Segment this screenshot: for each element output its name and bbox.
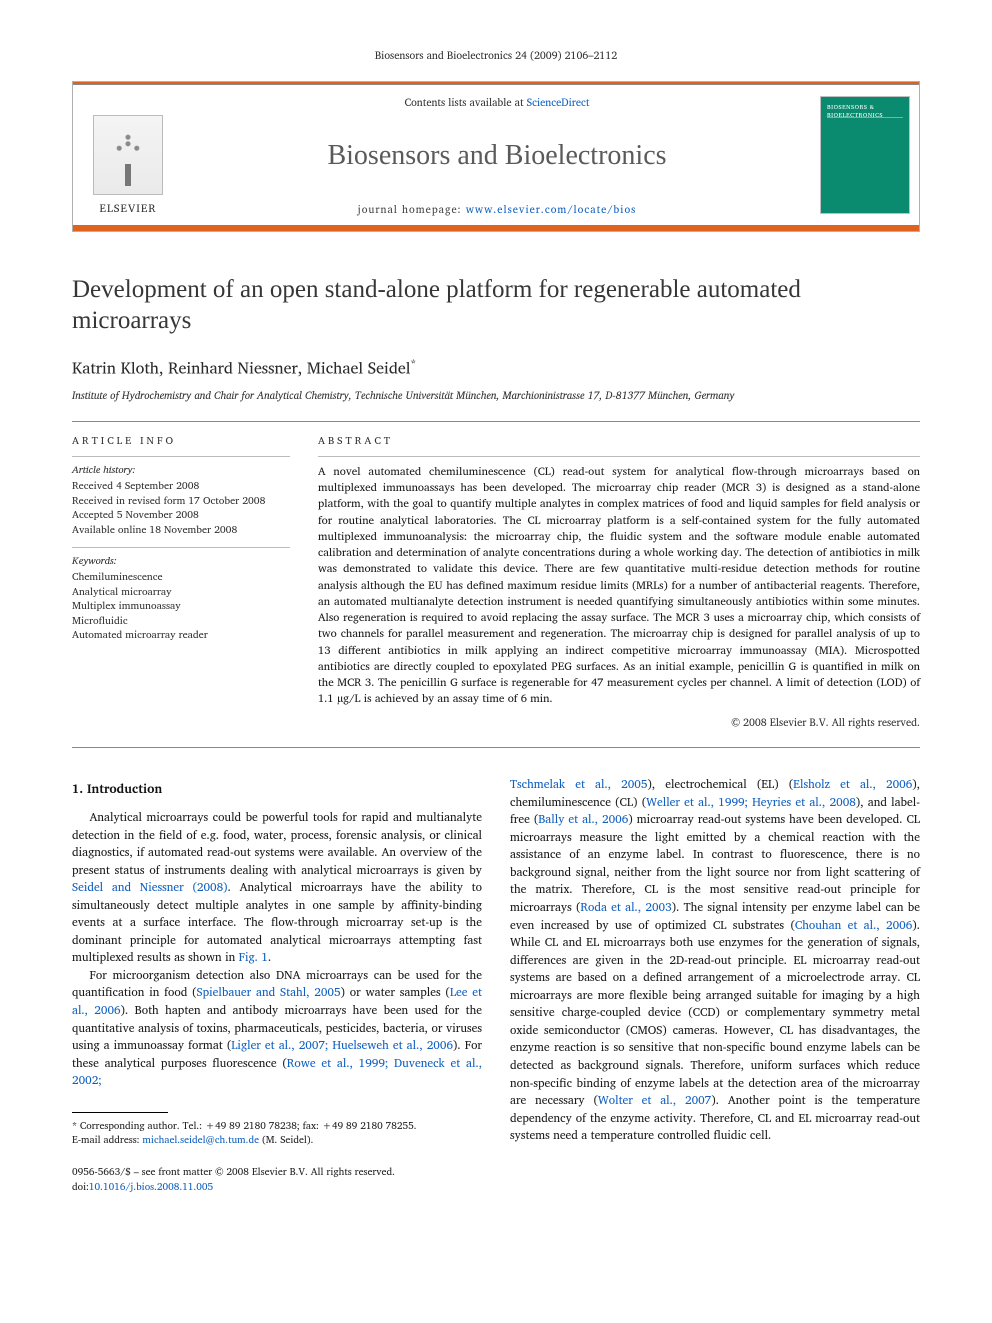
corresponding-marker: * [410, 354, 416, 372]
body-paragraph: For microorganism detection also DNA mic… [72, 967, 482, 1090]
homepage-link[interactable]: www.elsevier.com/locate/bios [466, 200, 637, 218]
doi-label: doi: [72, 1179, 89, 1195]
journal-cover-icon: BIOSENSORS & BIOELECTRONICS [820, 96, 910, 214]
running-head: Biosensors and Bioelectronics 24 (2009) … [72, 48, 920, 63]
citation-link[interactable]: Bally et al., 2006 [538, 810, 628, 829]
citation-link[interactable]: Ligler et al., 2007; Huelseweh et al., 2… [231, 1036, 453, 1055]
body-paragraph: Analytical microarrays could be powerful… [72, 809, 482, 967]
homepage-line: journal homepage: www.elsevier.com/locat… [189, 202, 805, 217]
email-link[interactable]: michael.seidel@ch.tum.de [142, 1132, 259, 1148]
front-matter-line: 0956-5663/$ – see front matter © 2008 El… [72, 1165, 482, 1180]
cover-thumb-title: BIOSENSORS & BIOELECTRONICS [827, 103, 903, 120]
cover-thumb-block: BIOSENSORS & BIOELECTRONICS [811, 85, 919, 225]
corresponding-author-block: * Corresponding author. Tel.: +49 89 218… [72, 1119, 482, 1147]
body-text: ). While CL and EL microarrays both use … [510, 916, 920, 1110]
citation-link[interactable]: Tschmelak et al., 2005 [510, 775, 647, 794]
keyword-item: Automated microarray reader [72, 628, 290, 642]
body-paragraph: Tschmelak et al., 2005), electrochemical… [510, 776, 920, 1144]
citation-link[interactable]: Elsholz et al., 2006 [793, 775, 912, 794]
sciencedirect-link[interactable]: ScienceDirect [527, 93, 590, 111]
rule-below-abstract [72, 747, 920, 748]
figure-link[interactable]: Fig. 1 [239, 948, 268, 967]
journal-banner: ELSEVIER Contents lists available at Sci… [72, 81, 920, 232]
publisher-name: ELSEVIER [100, 201, 157, 216]
elsevier-tree-icon [93, 115, 163, 195]
contents-line: Contents lists available at ScienceDirec… [189, 95, 805, 110]
authors-names: Katrin Kloth, Reinhard Niessner, Michael… [72, 356, 410, 382]
info-rule-1 [72, 456, 290, 457]
publisher-logo-block: ELSEVIER [73, 85, 183, 225]
body-text: Analytical microarrays could be powerful… [72, 808, 482, 880]
citation-link[interactable]: Wolter et al., 2007 [598, 1091, 711, 1110]
body-text: ) or water samples ( [341, 983, 450, 1002]
citation-link[interactable]: Chouhan et al., 2006 [795, 916, 912, 935]
section-heading-introduction: 1. Introduction [72, 780, 482, 799]
authors-line: Katrin Kloth, Reinhard Niessner, Michael… [72, 356, 920, 380]
footer-block: 0956-5663/$ – see front matter © 2008 El… [72, 1165, 482, 1195]
banner-bottom-rule [73, 225, 919, 231]
email-suffix: (M. Seidel). [259, 1132, 313, 1148]
rule-above-info [72, 421, 920, 422]
body-text: . [268, 948, 271, 967]
affiliation: Institute of Hydrochemistry and Chair fo… [72, 388, 920, 403]
doi-link[interactable]: 10.1016/j.bios.2008.11.005 [89, 1179, 213, 1195]
journal-name: Biosensors and Bioelectronics [189, 136, 805, 175]
article-info-heading: ARTICLE INFO [72, 434, 290, 448]
corresponding-separator [72, 1112, 168, 1113]
abstract-copyright: © 2008 Elsevier B.V. All rights reserved… [318, 715, 920, 730]
citation-link[interactable]: Weller et al., 1999; Heyries et al., 200… [646, 793, 856, 812]
body-text: ), electrochemical (EL) ( [647, 775, 793, 794]
abstract-text: A novel automated chemiluminescence (CL)… [318, 463, 920, 707]
info-rule-2 [72, 547, 290, 548]
email-label: E-mail address: [72, 1132, 142, 1148]
history-item: Available online 18 November 2008 [72, 523, 290, 537]
article-info-block: ARTICLE INFO Article history: Received 4… [72, 434, 290, 730]
homepage-prefix: journal homepage: [358, 200, 466, 218]
citation-link[interactable]: Roda et al., 2003 [580, 898, 671, 917]
contents-prefix: Contents lists available at [405, 93, 527, 111]
abstract-block: ABSTRACT A novel automated chemiluminesc… [318, 434, 920, 730]
citation-link[interactable]: Seidel and Niessner (2008) [72, 878, 228, 897]
corresponding-contact: * Corresponding author. Tel.: +49 89 218… [72, 1119, 482, 1133]
abstract-rule [318, 456, 920, 457]
history-label: Article history: [72, 463, 290, 477]
citation-link[interactable]: Spielbauer and Stahl, 2005 [196, 983, 340, 1002]
keywords-label: Keywords: [72, 554, 290, 568]
article-title: Development of an open stand-alone platf… [72, 274, 920, 337]
abstract-heading: ABSTRACT [318, 434, 920, 448]
